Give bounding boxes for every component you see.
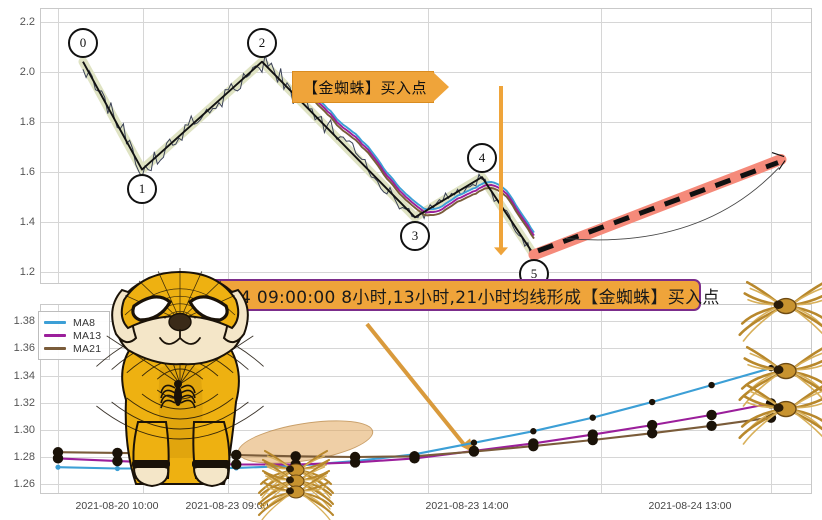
gridline-horizontal (41, 222, 811, 224)
ma-point (114, 465, 121, 472)
y-axis-tick-label: 1.4 (19, 216, 35, 229)
trend-arrow-dashes (537, 160, 779, 254)
legend-label: MA21 (73, 342, 102, 355)
y-axis-tick-label: 1.2 (19, 266, 35, 279)
ma-point (706, 409, 717, 421)
buy-point-callout: 【金蜘蛛】买入点 (292, 71, 435, 103)
ma-point (648, 398, 656, 406)
y-axis-tick-label: 1.30 (13, 423, 35, 436)
ma-point (765, 412, 777, 423)
gridline-horizontal (41, 121, 811, 123)
lower-chart-panel: 1.38 1.36 1.34 1.32 1.30 1.28 1.26 MA8 MA13 MA21… (0, 292, 822, 520)
wave-point-1: 1 (127, 173, 157, 204)
ma-point (589, 414, 596, 421)
y-axis-tick-label: 2.0 (19, 65, 35, 78)
signal-banner: 2021-08-24 09:00:00 8小时,13小时,21小时均线形成【金蜘… (149, 279, 719, 311)
x-axis-tick-label: 2021-08-23 14:00 (425, 500, 509, 512)
gridline-horizontal (41, 21, 811, 23)
ma-point (528, 440, 539, 452)
wave-point-2: 2 (247, 27, 277, 58)
ma-point (112, 447, 123, 459)
ma-point (587, 434, 598, 446)
ma-overlay-2 (302, 88, 535, 240)
gridline-horizontal (41, 402, 811, 404)
ma-overlay-1 (302, 85, 535, 237)
legend-label: MA13 (73, 329, 102, 342)
ma-point (706, 420, 717, 431)
ma-point (765, 398, 777, 409)
trend-arrow-head (771, 152, 786, 170)
gridline-vertical (428, 9, 429, 283)
y-axis-tick-label: 1.8 (19, 115, 35, 128)
ma-point (708, 381, 715, 389)
gridline-horizontal (41, 484, 811, 486)
ma-point (52, 447, 64, 458)
legend-swatch (44, 334, 66, 337)
attention-arrow (365, 322, 468, 449)
legend-item-MA21: MA21 (44, 342, 101, 355)
ma-point (767, 364, 775, 372)
ma-point (468, 446, 480, 457)
gridline-vertical (58, 305, 59, 493)
ma-point (231, 449, 242, 461)
buy-point-callout-label: 【金蜘蛛】买入点 (303, 78, 428, 97)
ma-point (409, 451, 420, 462)
upper-series-layer (78, 54, 787, 261)
ma-legend: MA8 MA13 MA21 (38, 311, 111, 360)
y-axis-tick-label: 1.36 (13, 342, 35, 355)
gridline-horizontal (41, 429, 811, 431)
gridline-horizontal (41, 348, 811, 350)
y-axis-tick-label: 1.26 (13, 478, 35, 491)
legend-item-MA8: MA8 (44, 316, 101, 329)
ma-point (231, 459, 242, 470)
x-axis-tick-label: 2021-08-24 13:00 (648, 500, 732, 512)
ma-point (171, 448, 183, 459)
wave-point-4: 4 (467, 143, 497, 174)
y-axis-tick-label: 2.2 (19, 15, 35, 28)
ma-point (530, 428, 537, 435)
ma-point (470, 439, 478, 446)
gridline-horizontal (41, 375, 811, 377)
ma-point (646, 419, 658, 431)
ma-point (290, 451, 301, 462)
legend-item-MA13: MA13 (44, 329, 101, 342)
x-axis-tick-label: 2021-08-23 09:00 (185, 500, 269, 512)
ma-overlay-0 (302, 82, 535, 234)
legend-swatch (44, 347, 66, 350)
ma-point (55, 464, 61, 470)
ma-point (112, 455, 123, 467)
gridline-vertical (601, 305, 602, 493)
lower-series-layer (52, 322, 777, 472)
lower-plot-area: 1.38 1.36 1.34 1.32 1.30 1.28 1.26 MA8 MA13 MA21 (14, 304, 812, 494)
y-axis-tick-label: 1.38 (13, 315, 35, 328)
gridline-vertical (228, 9, 229, 283)
gridline-horizontal (41, 321, 811, 323)
wave-point-0: 0 (68, 27, 98, 58)
gridline-vertical (143, 9, 144, 283)
callout-arrowhead (494, 247, 508, 256)
gridline-vertical (601, 9, 602, 283)
gridline-vertical (58, 9, 59, 283)
gridline-vertical (771, 9, 772, 283)
legend-label: MA8 (73, 316, 96, 329)
signal-banner-text: 2021-08-24 09:00:00 8小时,13小时,21小时均线形成【金蜘… (149, 287, 720, 308)
ma-point (349, 451, 361, 463)
zigzag-line (82, 60, 535, 256)
legend-swatch (44, 321, 66, 324)
gridline-horizontal (41, 272, 811, 274)
y-axis-tick-label: 1.32 (13, 396, 35, 409)
wave-point-3: 3 (400, 221, 430, 252)
gridline-horizontal (41, 172, 811, 174)
ma-point (171, 457, 183, 469)
y-axis-tick-label: 1.28 (13, 451, 35, 463)
y-axis-tick-label: 1.34 (13, 369, 35, 382)
guide-curve (565, 167, 780, 241)
x-axis-tick-label: 2021-08-20 10:00 (75, 500, 159, 512)
ma-point (646, 428, 658, 439)
y-axis-tick-label: 1.6 (19, 166, 35, 179)
